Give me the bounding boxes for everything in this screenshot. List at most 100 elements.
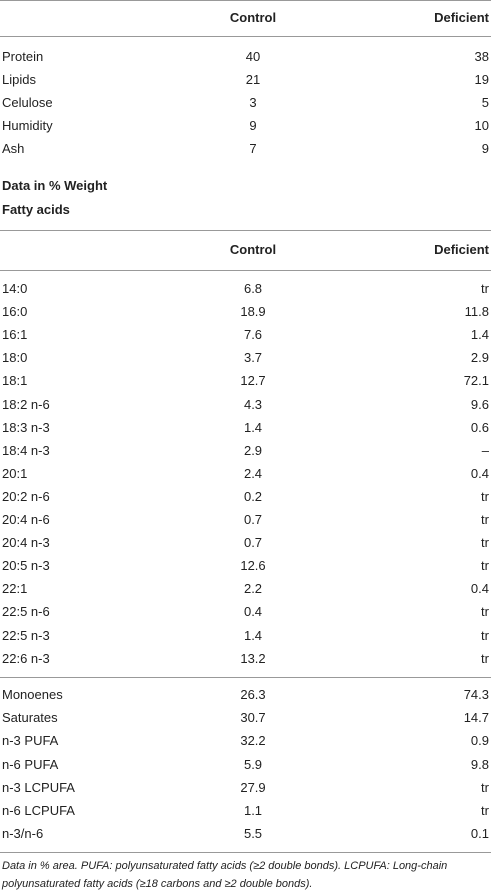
cell: 2.2 <box>243 581 263 597</box>
cell: tr <box>481 650 489 666</box>
cell: 40 <box>245 49 261 64</box>
cell: 3 <box>249 95 257 110</box>
row-label: 18:2 n-6 <box>2 396 50 412</box>
row-label: 18:0 <box>2 350 28 366</box>
cell: 2.9 <box>470 350 489 366</box>
column-header: Deficient <box>434 242 489 257</box>
cell: 30.7 <box>240 710 266 726</box>
cell: 9 <box>481 141 489 156</box>
row-label: 18:3 n-3 <box>2 419 50 435</box>
rule <box>0 230 491 231</box>
cell: 2.4 <box>243 465 263 481</box>
cell: 0.9 <box>470 733 489 749</box>
row-label: 22:1 <box>2 581 28 597</box>
cell: 0.2 <box>243 488 263 504</box>
cell: 10 <box>474 118 489 133</box>
cell: tr <box>481 803 489 818</box>
row-label: Lipids <box>2 72 36 87</box>
row-label: n-3 PUFA <box>2 733 59 749</box>
cell: 26.3 <box>240 687 266 702</box>
row-label: n-3/n-6 <box>2 826 44 842</box>
cell: 74.3 <box>463 687 489 702</box>
cell: tr <box>481 779 489 795</box>
row-label: 16:1 <box>2 327 28 343</box>
section-label: Fatty acids <box>2 202 70 217</box>
cell: tr <box>481 488 489 504</box>
row-label: 20:2 n-6 <box>2 488 50 504</box>
row-label: 20:4 n-6 <box>2 512 50 527</box>
row-label: Monoenes <box>2 687 63 702</box>
cell: 1.1 <box>243 803 263 818</box>
cell: 72.1 <box>463 373 489 389</box>
cell: 1.4 <box>243 419 263 435</box>
cell: 27.9 <box>240 779 266 795</box>
rule <box>0 36 491 37</box>
cell: 32.2 <box>240 733 266 749</box>
cell: 0.7 <box>243 535 263 551</box>
cell: 5.9 <box>243 756 263 772</box>
column-header: Deficient <box>434 10 489 25</box>
row-label: 18:1 <box>2 373 28 389</box>
cell: 9.6 <box>470 396 489 412</box>
cell: 0.4 <box>470 465 489 481</box>
cell: 1.4 <box>470 327 489 343</box>
row-label: n-3 LCPUFA <box>2 779 75 795</box>
row-label: 22:5 n-3 <box>2 627 50 643</box>
row-label: n-6 PUFA <box>2 756 59 772</box>
column-header: Control <box>229 242 277 257</box>
cell: 14.7 <box>463 710 489 726</box>
row-label: 14:0 <box>2 281 28 296</box>
row-label: 20:1 <box>2 465 28 481</box>
cell: tr <box>481 281 489 296</box>
cell: 0.6 <box>470 419 489 435</box>
footnote: Data in % area. PUFA: polyunsaturated fa… <box>2 860 448 890</box>
cell: 5.5 <box>243 826 263 842</box>
cell: 3.7 <box>243 350 263 366</box>
cell: tr <box>481 535 489 551</box>
row-label: 20:5 n-3 <box>2 558 50 574</box>
cell: 0.1 <box>470 826 489 842</box>
cell: 12.6 <box>240 558 266 574</box>
cell: tr <box>481 604 489 620</box>
cell: 2.9 <box>243 442 263 458</box>
row-label: 16:0 <box>2 304 28 320</box>
row-label: 20:4 n-3 <box>2 535 50 551</box>
row-label: 22:5 n-6 <box>2 604 50 620</box>
cell: tr <box>481 627 489 643</box>
cell: 11.8 <box>464 304 489 320</box>
cell: 0.7 <box>243 512 263 527</box>
cell: 19 <box>474 72 489 87</box>
cell: 18.9 <box>240 304 266 320</box>
cell: 1.4 <box>243 627 263 643</box>
cell: 5 <box>481 95 489 110</box>
row-label: Saturates <box>2 710 58 726</box>
cell: 21 <box>245 72 261 87</box>
cell: 0.4 <box>243 604 263 620</box>
cell: – <box>481 442 489 458</box>
row-label: Celulose <box>2 95 53 110</box>
cell: 7 <box>249 141 257 156</box>
cell: 12.7 <box>240 373 266 389</box>
rule <box>0 270 491 271</box>
row-label: 18:4 n-3 <box>2 442 50 458</box>
cell: 4.3 <box>243 396 263 412</box>
cell: 7.6 <box>243 327 263 343</box>
cell: 13.2 <box>240 650 266 666</box>
cell: tr <box>481 512 489 527</box>
cell: 6.8 <box>243 281 263 296</box>
rule <box>0 677 491 678</box>
column-header: Control <box>229 10 277 25</box>
rule <box>0 0 491 1</box>
row-label: Humidity <box>2 118 53 133</box>
rule <box>0 852 491 853</box>
row-label: Protein <box>2 49 44 64</box>
row-label: 22:6 n-3 <box>2 650 50 666</box>
cell: 9.8 <box>470 756 489 772</box>
row-label: Ash <box>2 141 25 156</box>
section-label: Data in % Weight <box>2 178 108 193</box>
cell: 9 <box>249 118 257 133</box>
cell: 38 <box>474 49 489 64</box>
row-label: n-6 LCPUFA <box>2 803 75 818</box>
cell: 0.4 <box>470 581 489 597</box>
